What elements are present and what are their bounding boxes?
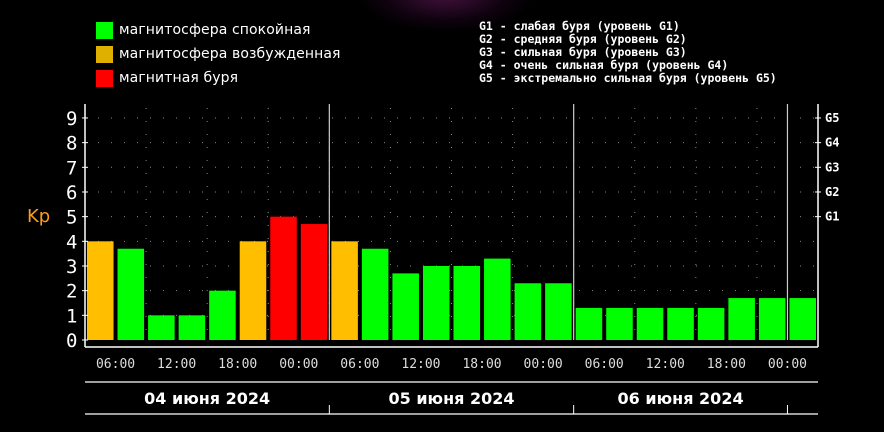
x-tick-label: 06:00	[585, 357, 624, 372]
x-tick-label: 12:00	[157, 357, 196, 372]
x-tick-label: 06:00	[96, 357, 135, 372]
bar	[697, 307, 725, 340]
g-level-3: G3 - сильная буря (уровень G3)	[479, 45, 687, 59]
bar	[117, 248, 145, 340]
g-level-1: G1 - слабая буря (уровень G1)	[479, 19, 680, 33]
g-tick-label: G2	[825, 185, 839, 199]
date-label: 06 июня 2024	[618, 389, 744, 408]
x-tick-label: 18:00	[218, 357, 257, 372]
g-level-5: G5 - экстремально сильная буря (уровень …	[479, 71, 777, 85]
bar	[361, 248, 389, 340]
y-axis-label: Kp	[27, 206, 50, 227]
bar	[148, 315, 175, 340]
legend-swatch-active	[96, 45, 113, 63]
legend-item-storm: магнитная буря	[96, 66, 341, 90]
y-tick-label: 3	[66, 256, 77, 278]
bar	[484, 258, 511, 340]
bar	[270, 216, 297, 340]
g-tick-label: G3	[825, 160, 839, 174]
x-tick-label: 18:00	[462, 357, 501, 372]
y-tick-label: 4	[66, 231, 77, 253]
g-ticks: G1 G2 G3 G4 G5	[815, 111, 839, 224]
bar	[728, 298, 755, 340]
y-tick-label: 1	[66, 305, 77, 327]
legend-label-quiet: магнитосфера спокойная	[119, 22, 311, 38]
x-tick-label: 00:00	[524, 357, 563, 372]
background-glow	[360, 0, 530, 30]
date-label: 04 июня 2024	[144, 389, 270, 408]
bar	[453, 265, 481, 340]
bar	[545, 283, 572, 340]
bar	[209, 290, 236, 340]
bars	[87, 216, 816, 340]
bar	[514, 283, 542, 340]
y-tick-label: 2	[66, 281, 77, 303]
bar	[300, 224, 328, 340]
y-tick-label: 5	[66, 207, 77, 229]
bar	[636, 307, 664, 340]
g-level-legend: G1 - слабая буря (уровень G1) G2 - средн…	[479, 20, 777, 85]
bar	[392, 273, 419, 340]
date-label: 05 июня 2024	[388, 389, 514, 408]
x-tick-label: 06:00	[340, 357, 379, 372]
bar	[331, 241, 358, 340]
bar	[422, 265, 450, 340]
x-tick-label: 12:00	[646, 357, 685, 372]
legend-item-active: магнитосфера возбужденная	[96, 42, 341, 66]
g-tick-label: G1	[825, 210, 839, 224]
legend-swatch-storm	[96, 69, 113, 87]
legend-swatch-quiet	[96, 21, 113, 39]
x-tick-label: 00:00	[279, 357, 318, 372]
legend-label-storm: магнитная буря	[119, 70, 239, 86]
g-tick-label: G4	[825, 136, 839, 150]
x-ticks: 06:00 12:00 18:00 00:00 06:00 12:00 18:00 00:00…	[96, 357, 807, 372]
g-tick-label: G5	[825, 111, 839, 125]
x-tick-label: 00:00	[768, 357, 807, 372]
bar	[758, 298, 786, 340]
bar	[178, 315, 206, 340]
date-labels: 04 июня 2024 05 июня 2024 06 июня 2024	[144, 389, 743, 408]
y-tick-label: 9	[66, 108, 77, 130]
x-tick-label: 12:00	[401, 357, 440, 372]
y-ticks: 0 12 3 45 6 78 9	[66, 108, 88, 352]
y-tick-label: 8	[66, 133, 77, 155]
axes	[84, 104, 819, 415]
y-tick-label: 0	[66, 330, 77, 352]
x-tick-label: 18:00	[707, 357, 746, 372]
grid	[85, 108, 819, 340]
bar	[575, 307, 603, 340]
bar	[789, 298, 816, 340]
y-tick-label: 6	[66, 182, 77, 204]
legend: магнитосфера спокойная магнитосфера возб…	[96, 18, 341, 90]
legend-label-active: магнитосфера возбужденная	[119, 46, 341, 62]
y-tick-label: 7	[66, 157, 77, 179]
bar	[667, 307, 694, 340]
bar	[606, 307, 633, 340]
bar	[239, 241, 267, 340]
legend-item-quiet: магнитосфера спокойная	[96, 18, 341, 42]
g-level-4: G4 - очень сильная буря (уровень G4)	[479, 58, 729, 72]
bar	[87, 241, 114, 340]
g-level-2: G2 - средняя буря (уровень G2)	[479, 32, 687, 46]
